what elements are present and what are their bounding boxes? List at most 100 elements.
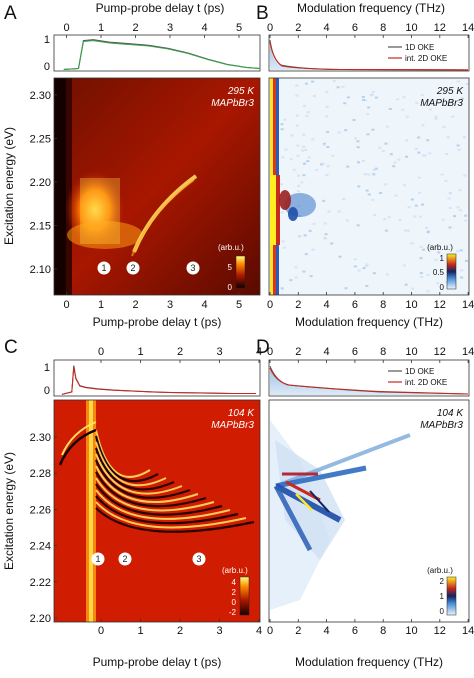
panel-c-x-tick-label-0: 0 (98, 625, 104, 637)
panel-c-top-x-tick-label-3: 3 (216, 346, 222, 358)
panel-b-speckle (464, 219, 468, 222)
panel-a: A Pump-probe delay t (ps) 0 1 2 3 4 501 295 K… (2, 1, 261, 329)
panel-b-speckle (341, 85, 345, 88)
panel-b-speckle (463, 136, 466, 139)
panel-b-speckle (441, 218, 445, 221)
panel-b-speckle (297, 174, 300, 177)
panel-b-speckle (384, 142, 388, 145)
panel-d-legend: 1D OKE int. 2D OKE (388, 367, 447, 387)
panel-d-colorbar-tick-0: 0 (440, 607, 445, 616)
panel-b-speckle (425, 226, 429, 229)
panel-b-speckle (322, 142, 326, 145)
panel-b-speckle (315, 168, 319, 171)
panel-d-top-x-tick-label-2: 2 (295, 346, 301, 358)
panel-c-fringe (95, 429, 151, 478)
panel-d-top-x-tick-label-8: 8 (380, 346, 386, 358)
panel-b-speckle (385, 125, 389, 128)
panel-b-speckle (381, 150, 385, 152)
panel-c-marker-2-label: 2 (122, 554, 127, 564)
panel-b-speckle (417, 151, 421, 154)
panel-b-legend-1d: 1D OKE (405, 43, 434, 52)
panel-b-speckle (326, 165, 330, 168)
panel-b-speckle (302, 174, 306, 177)
panel-a-top-x-tick-label-4: 4 (201, 22, 207, 34)
panel-b-speckle (365, 263, 369, 266)
panel-b-speckle (388, 108, 392, 110)
panel-a-x-tick-label-3: 3 (167, 299, 173, 311)
panel-a-top-y-tick-0: 0 (44, 61, 50, 73)
panel-a-x-tick-label-5: 5 (236, 299, 242, 311)
panel-c-fringe (95, 483, 223, 516)
panel-d-sample-label: MAPbBr3 (420, 420, 463, 431)
panel-c-sample-label: MAPbBr3 (211, 420, 254, 431)
panel-c-fringe (94, 435, 159, 483)
panel-c-top-y-tick-1: 1 (44, 362, 50, 374)
panel-b-speckle (295, 84, 299, 87)
panel-b-speckle (392, 165, 396, 168)
panel-b-speckle (414, 147, 418, 150)
panel-a-top-x-tick-label-5: 5 (236, 22, 242, 34)
panel-b-speckle (374, 96, 378, 99)
panel-b-speckle (374, 167, 378, 170)
panel-b-speckle (363, 99, 367, 102)
panel-b-speckle (346, 219, 349, 222)
panel-b-speckle (434, 117, 438, 120)
panel-c-y-tick-label-2.22: 2.22 (30, 577, 51, 589)
panel-b-speckle (372, 173, 376, 176)
panel-d-top-x-tick-label-10: 10 (405, 346, 417, 358)
panel-b-colorbar: (arb.u.) 1 0.5 0 (427, 243, 457, 292)
panel-b-speckle (353, 265, 357, 268)
panel-b-speckle (465, 259, 468, 262)
panel-b-speckle (305, 114, 309, 117)
panel-a-marker-1 (97, 261, 111, 275)
panel-b-speckle (294, 266, 298, 269)
panel-b-legend-2d: int. 2D OKE (405, 54, 447, 63)
panel-b-speckle (458, 209, 462, 212)
panel-b-speckle (323, 236, 327, 239)
panel-a-top-y-tick-1: 1 (44, 34, 50, 46)
panel-b-speckle (459, 249, 463, 252)
panel-b-speckle (422, 154, 425, 157)
panel-b-colorbar-tick-0: 0 (440, 283, 445, 292)
panel-b-speckle (427, 230, 430, 232)
panel-b-speckle (426, 231, 430, 234)
panel-b-speckle (394, 194, 398, 197)
panel-b-x-tick-label-8: 8 (380, 299, 386, 311)
panel-b-speckle (331, 154, 335, 157)
panel-c-marker-3-label: 3 (196, 554, 201, 564)
panel-b-speckle (406, 229, 410, 232)
panel-b-speckle (421, 203, 425, 206)
panel-c-y-tick-label-2.26: 2.26 (30, 504, 51, 516)
panel-c-marker-2 (118, 552, 132, 566)
panel-b-top-ticks: 0 2 4 6 8 10 12 14 (267, 22, 474, 38)
panel-b-top-x-tick-label-4: 4 (324, 22, 330, 34)
panel-b-speckle (362, 99, 365, 101)
panel-b-speckle (440, 173, 444, 176)
panel-c-fringe (95, 441, 167, 487)
panel-b-speckle (307, 156, 311, 159)
panel-b-speckle (417, 176, 421, 179)
panel-b-speckle (361, 96, 365, 98)
panel-c-fringe (95, 507, 255, 533)
panel-b-speckle (456, 144, 460, 147)
panel-b-speckle (300, 181, 304, 184)
panel-c-fringe (61, 421, 97, 456)
panel-b-colorbar-tick-05: 0.5 (433, 268, 445, 277)
panel-b-speckle (456, 80, 460, 83)
panel-b-speckle (343, 102, 347, 105)
panel-d-trace-red (269, 367, 469, 395)
panel-b-top-x-tick-label-0: 0 (267, 22, 273, 34)
panel-c-plot-frame (53, 399, 261, 623)
panel-a-colorbar: (arb.u.) 5 0 (218, 243, 246, 292)
panel-b-speckle (378, 146, 382, 149)
panel-b-speckle (306, 111, 310, 114)
panel-c-x-tick-label-1: 1 (137, 625, 143, 637)
panel-a-heatmap (54, 78, 260, 295)
panel-b-speckle (450, 100, 454, 103)
panel-c-top-x-tick-label-4: 4 (256, 346, 262, 358)
panel-c-trace-frame (53, 359, 261, 397)
panel-b-speckle (402, 264, 406, 267)
panel-c-heatmap (54, 400, 260, 622)
panel-b-legend: 1D OKE int. 2D OKE (388, 43, 447, 63)
panel-b-speckle (325, 174, 329, 176)
